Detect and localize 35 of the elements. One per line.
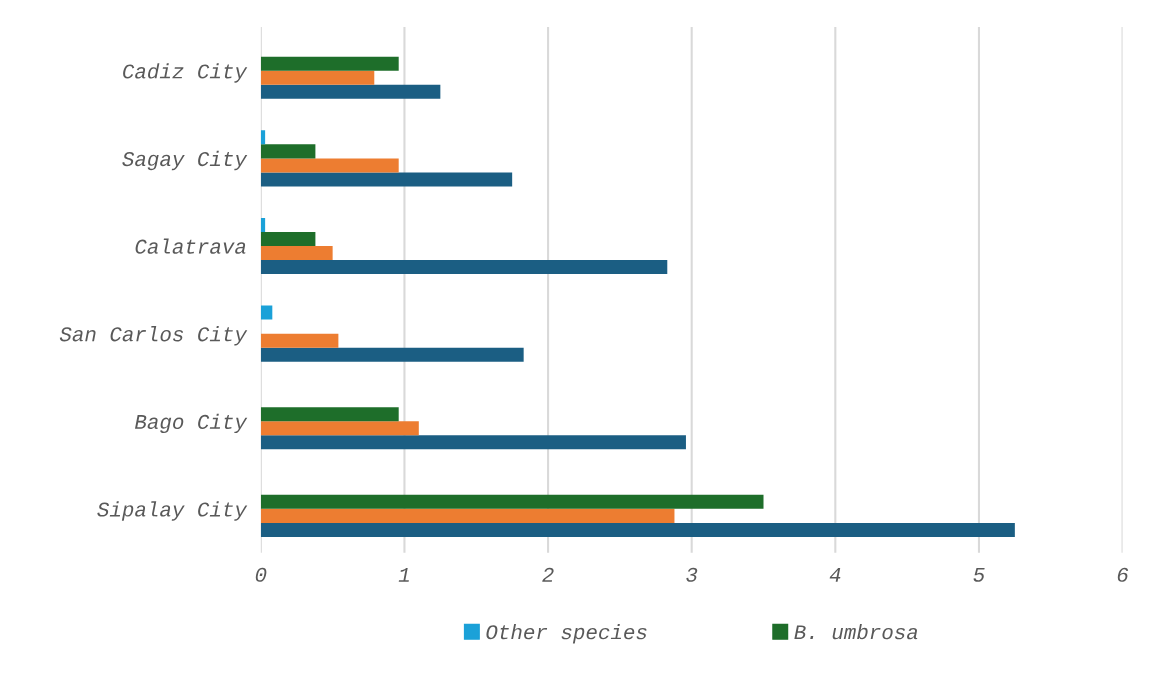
x-tick-label: 6	[1117, 567, 1129, 582]
bar	[260, 407, 399, 422]
y-tick-label: Sagay City	[122, 150, 248, 171]
bar	[260, 347, 524, 362]
x-tick-label: 1	[398, 567, 409, 582]
bar	[260, 217, 266, 232]
bar	[260, 421, 419, 436]
y-tick-label: Calatrava	[135, 238, 246, 254]
bar	[260, 494, 764, 509]
bar	[260, 70, 375, 85]
bar	[260, 231, 316, 247]
x-tick-label: 5	[973, 567, 985, 582]
y-tick-label: Bago City	[134, 413, 248, 434]
bar	[260, 246, 333, 261]
bar	[260, 56, 399, 71]
y-tick-label: San Carlos City	[59, 326, 248, 346]
bar	[260, 84, 441, 99]
y-tick-label: Sipalay City	[97, 501, 248, 521]
y-tick-label: Cadiz City	[123, 63, 248, 83]
legend-label: Other species	[486, 624, 647, 644]
bar	[260, 508, 675, 523]
x-tick-label: 3	[686, 567, 698, 582]
bar	[260, 144, 316, 159]
x-tick-label: 2	[542, 567, 554, 582]
bar	[260, 260, 668, 275]
legend-label: B. umbrosa	[794, 624, 918, 640]
bar	[260, 130, 266, 145]
bar	[260, 158, 399, 173]
bar	[260, 305, 273, 320]
bar	[260, 172, 513, 187]
x-tick-label: 4	[829, 567, 841, 582]
bar	[260, 333, 339, 348]
bar	[260, 522, 1015, 537]
x-tick-label: 0	[255, 567, 267, 582]
bar	[260, 435, 686, 450]
